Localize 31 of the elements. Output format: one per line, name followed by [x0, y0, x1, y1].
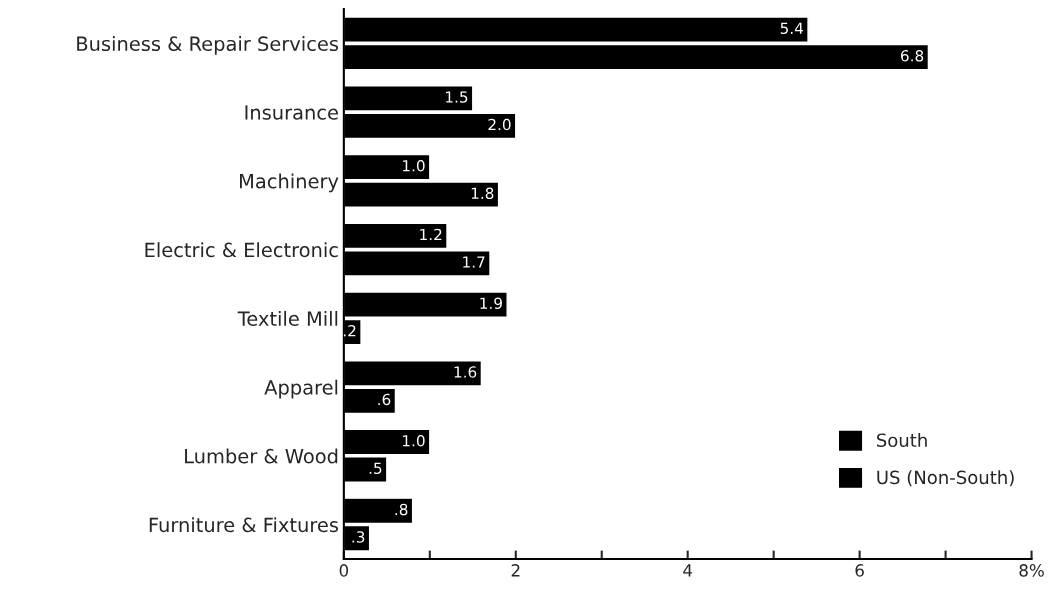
y-tick-label: Electric & Electronic — [145, 242, 338, 258]
data-label: 1.0 — [403, 159, 425, 172]
x-tick-label: 8% — [1019, 564, 1044, 577]
data-label: 5.4 — [780, 22, 804, 35]
x-tick-label: 0 — [339, 564, 349, 577]
data-label: 1.8 — [471, 187, 494, 200]
legend-label: South — [877, 433, 927, 448]
legend-label: US (Non-South) — [877, 470, 1014, 487]
data-label: 1.5 — [446, 91, 468, 103]
y-tick-label: Furniture & Fixtures — [149, 517, 339, 533]
x-tick-label: 2 — [511, 564, 520, 577]
y-tick-label: Machinery — [240, 173, 339, 193]
data-label: 2.0 — [488, 118, 511, 131]
data-label: 1.9 — [480, 297, 502, 310]
y-tick-label: Textile Mill — [237, 310, 338, 327]
y-tick-label: Business & Repair Services — [77, 36, 339, 55]
data-label: .3 — [352, 531, 365, 543]
data-label: .8 — [395, 503, 408, 516]
data-label: .5 — [369, 462, 382, 474]
data-label: 6.8 — [901, 50, 924, 62]
data-label: .6 — [378, 393, 391, 406]
data-label: 1.7 — [463, 256, 485, 268]
x-tick-label: 4 — [683, 564, 693, 577]
y-tick-label: Apparel — [264, 379, 338, 399]
data-label: .2 — [343, 324, 356, 337]
x-tick-label: 6 — [855, 564, 864, 577]
y-tick-label: Insurance — [245, 105, 338, 120]
data-label: 1.2 — [420, 228, 442, 241]
data-label: 1.6 — [454, 366, 477, 378]
y-tick-label: Lumber & Wood — [185, 448, 338, 464]
data-label: 1.0 — [403, 434, 425, 447]
